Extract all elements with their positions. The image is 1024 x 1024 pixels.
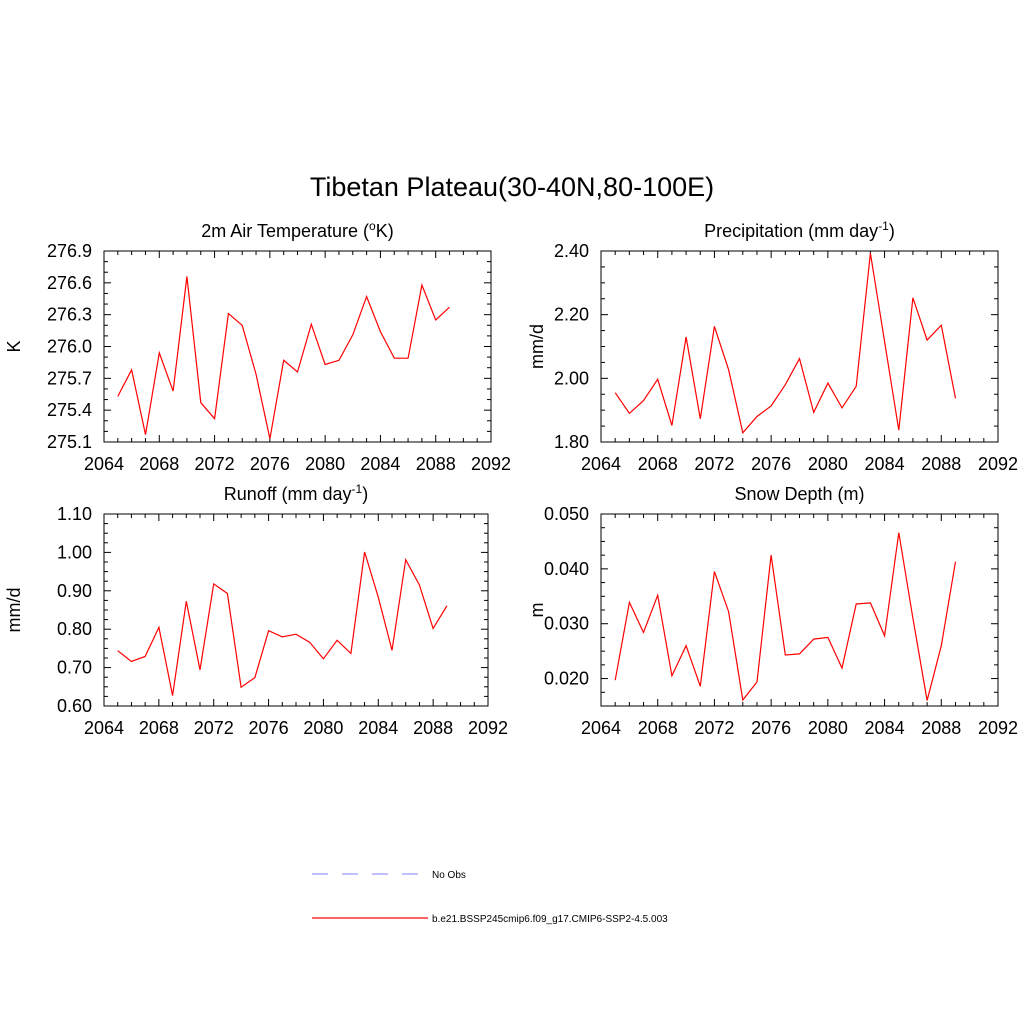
y-tick-label: 0.80	[57, 619, 92, 639]
panel-title-main: 2m Air Temperature (	[201, 221, 369, 241]
x-tick-label: 2092	[978, 718, 1018, 738]
x-tick-label: 2092	[978, 454, 1018, 474]
x-tick-label: 2064	[581, 454, 621, 474]
legend-label: b.e21.BSSP245cmip6.f09_g17.CMIP6-SSP2-4.…	[432, 914, 668, 925]
x-tick-label: 2072	[194, 718, 234, 738]
x-tick-label: 2092	[468, 718, 508, 738]
plot-frame	[600, 250, 999, 443]
x-tick-label: 2076	[751, 454, 791, 474]
panel-title-end: K)	[376, 221, 394, 241]
y-tick-label: 0.70	[57, 658, 92, 678]
legend-label: No Obs	[432, 870, 466, 881]
x-tick-label: 2076	[751, 718, 791, 738]
x-tick-label: 2088	[921, 454, 961, 474]
x-tick-label: 2080	[305, 454, 345, 474]
y-tick-label: 276.9	[47, 241, 92, 261]
y-tick-label: 276.0	[47, 337, 92, 357]
panel-title-superscript: -1	[352, 482, 363, 496]
y-axis-label: m	[527, 603, 547, 618]
plot-frame	[103, 250, 492, 443]
x-tick-label: 2064	[84, 454, 124, 474]
x-tick-label: 2084	[358, 718, 398, 738]
x-tick-label: 2092	[471, 454, 511, 474]
panel-title-main: Runoff (mm day	[224, 484, 352, 504]
panel-title-superscript: o	[369, 219, 376, 233]
panel-title: Runoff (mm day-1)	[224, 482, 368, 504]
x-tick-label: 2088	[416, 454, 456, 474]
x-tick-label: 2084	[865, 718, 905, 738]
y-tick-label: 275.1	[47, 432, 92, 452]
y-tick-label: 276.3	[47, 305, 92, 325]
x-tick-label: 2076	[250, 454, 290, 474]
x-tick-label: 2068	[638, 718, 678, 738]
panel-1: 2m Air Temperature (oK) K 2064 2068 2072 2076…	[4, 219, 511, 474]
y-tick-label: 2.20	[554, 305, 589, 325]
panel-3: Runoff (mm day-1) mm/d 2064 2068 2072 2076 208…	[4, 482, 508, 738]
x-tick-label: 2080	[303, 718, 343, 738]
plot-frame	[103, 513, 489, 707]
panel-title: Precipitation (mm day-1)	[704, 219, 895, 241]
y-tick-label: 0.020	[544, 669, 589, 689]
panel-4: Snow Depth (m) m 2064 2068 2072 2076 2080 2084 2…	[527, 484, 1018, 738]
y-tick-label: 275.7	[47, 368, 92, 388]
panels: 2m Air Temperature (oK) K 2064 2068 2072 2076…	[4, 219, 1018, 738]
legend-item: b.e21.BSSP245cmip6.f09_g17.CMIP6-SSP2-4.…	[312, 914, 668, 925]
y-axis-label: K	[4, 340, 24, 352]
x-tick-label: 2068	[139, 718, 179, 738]
series-line	[117, 551, 448, 696]
panel-title-main: Snow Depth (m)	[734, 484, 864, 504]
y-tick-label: 0.030	[544, 614, 589, 634]
panel-title: Snow Depth (m)	[734, 484, 864, 504]
legend: No Obs b.e21.BSSP245cmip6.f09_g17.CMIP6-S…	[312, 870, 668, 925]
y-tick-label: 1.00	[57, 542, 92, 562]
panel-title-superscript: -1	[878, 219, 889, 233]
y-tick-label: 2.40	[554, 241, 589, 261]
series-line	[117, 276, 450, 439]
series-line	[614, 532, 957, 702]
y-axis-label: mm/d	[4, 588, 24, 633]
x-tick-label: 2088	[413, 718, 453, 738]
y-tick-label: 0.050	[544, 504, 589, 524]
legend-item: No Obs	[312, 870, 466, 881]
x-tick-label: 2084	[865, 454, 905, 474]
x-tick-label: 2068	[139, 454, 179, 474]
panel-title-end: )	[362, 484, 368, 504]
panel-title: 2m Air Temperature (oK)	[201, 219, 393, 241]
x-tick-label: 2084	[360, 454, 400, 474]
y-tick-label: 2.00	[554, 368, 589, 388]
x-tick-label: 2072	[694, 454, 734, 474]
x-tick-label: 2080	[808, 454, 848, 474]
figure-title: Tibetan Plateau(30-40N,80-100E)	[310, 172, 714, 202]
y-tick-label: 1.80	[554, 432, 589, 452]
panel-2: Precipitation (mm day-1) mm/d 2064 2068 2072…	[527, 219, 1018, 474]
x-tick-label: 2088	[921, 718, 961, 738]
panel-title-end: )	[889, 221, 895, 241]
x-tick-label: 2068	[638, 454, 678, 474]
x-tick-label: 2072	[195, 454, 235, 474]
x-tick-label: 2072	[694, 718, 734, 738]
y-axis-label: mm/d	[527, 324, 547, 369]
x-tick-label: 2064	[84, 718, 124, 738]
x-tick-label: 2080	[808, 718, 848, 738]
panel-title-main: Precipitation (mm day	[704, 221, 878, 241]
y-tick-label: 275.4	[47, 400, 92, 420]
y-tick-label: 1.10	[57, 504, 92, 524]
y-tick-label: 0.040	[544, 559, 589, 579]
x-tick-label: 2064	[581, 718, 621, 738]
y-tick-label: 0.90	[57, 581, 92, 601]
y-tick-label: 0.60	[57, 696, 92, 716]
x-tick-label: 2076	[249, 718, 289, 738]
y-tick-label: 276.6	[47, 273, 92, 293]
series-line	[614, 253, 957, 435]
